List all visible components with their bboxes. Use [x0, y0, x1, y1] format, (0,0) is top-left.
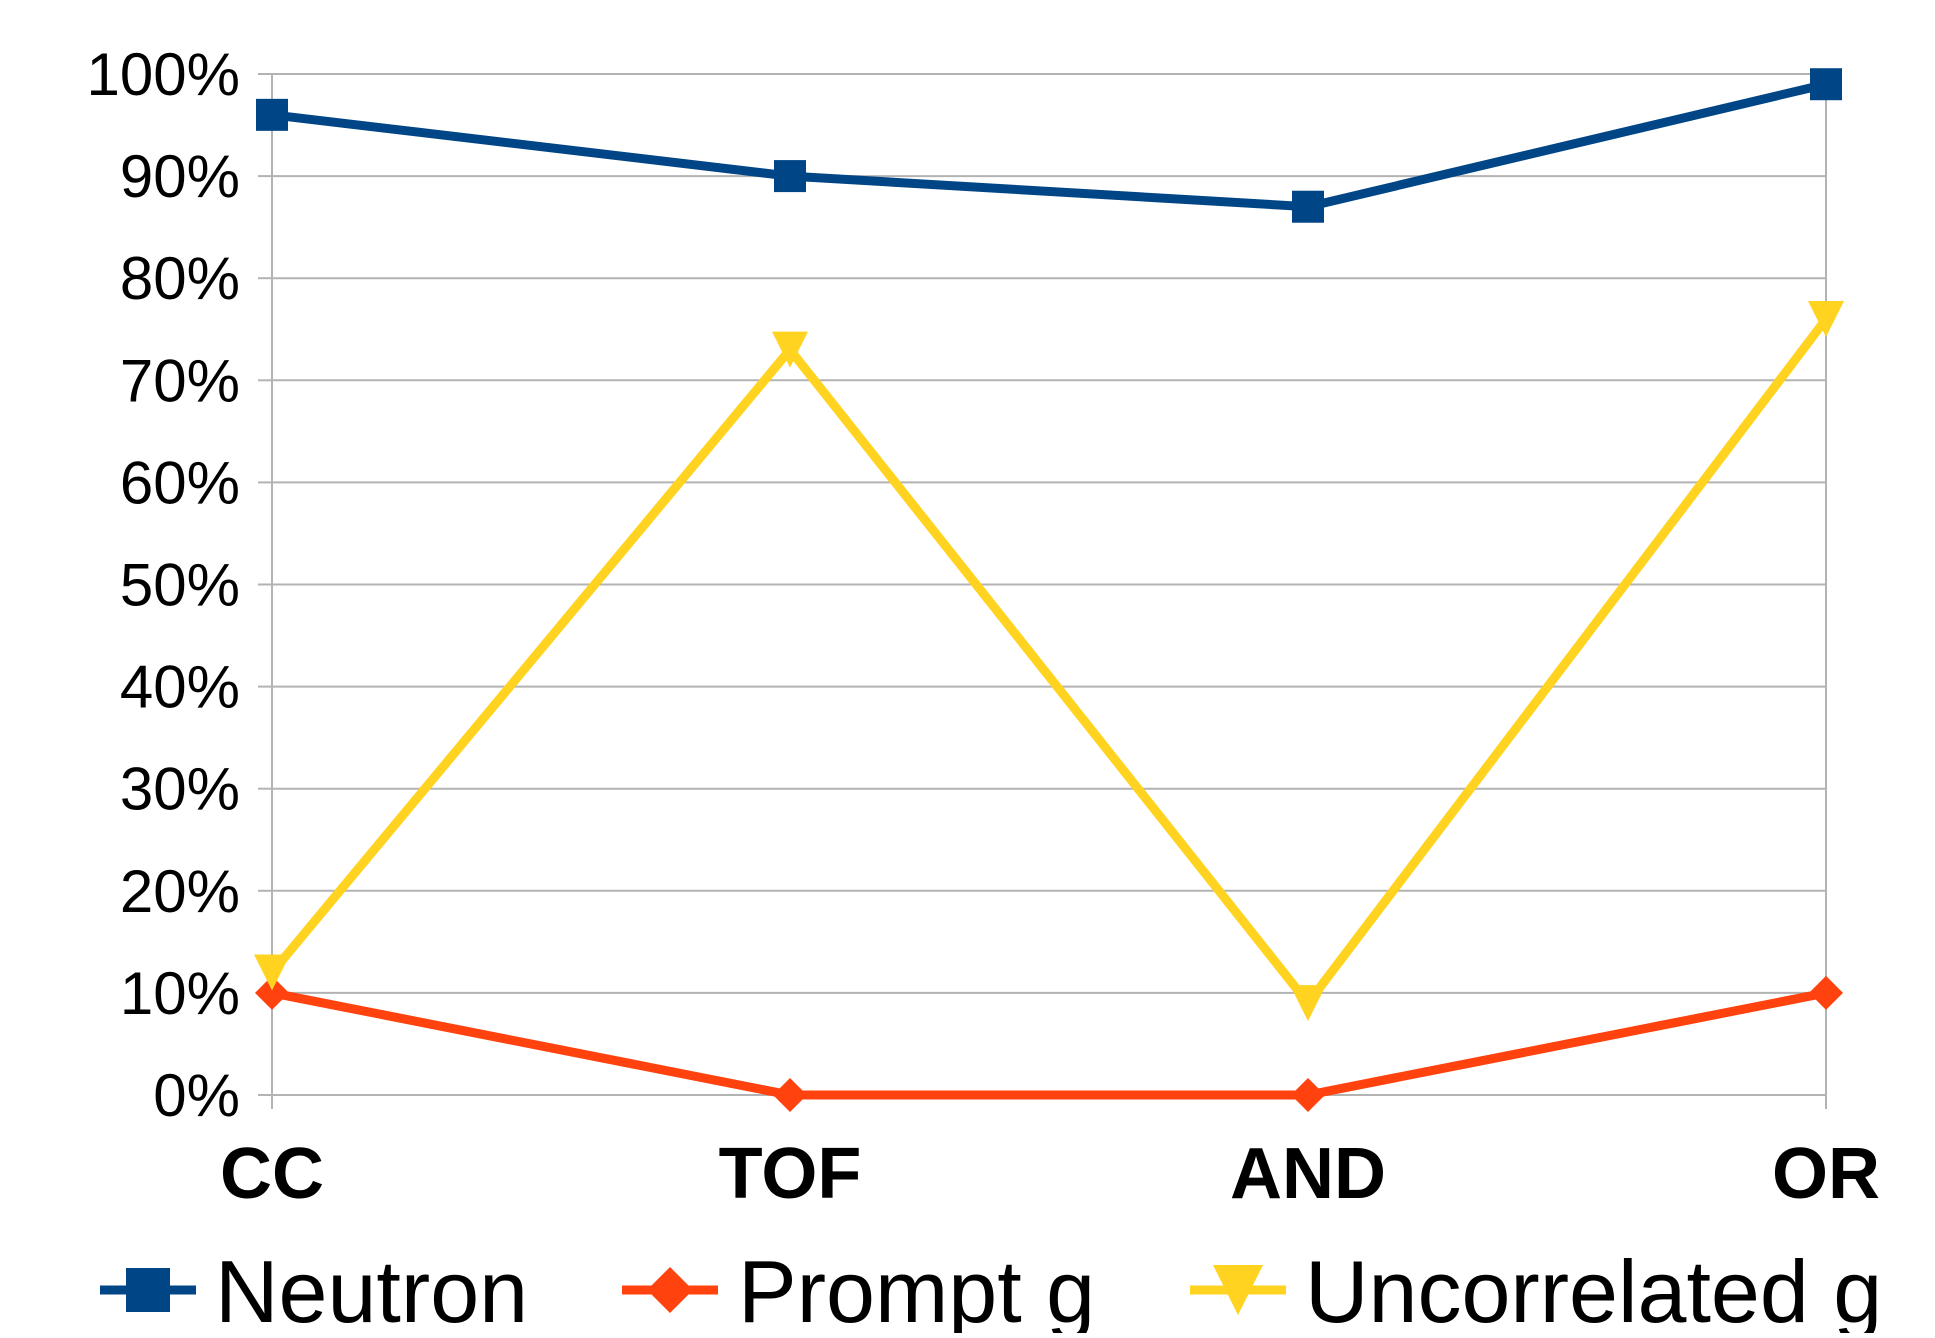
- series-lines: [268, 79, 1830, 1100]
- series-line-neutron: [271, 79, 1828, 212]
- legend-item-neutron: Neutron: [100, 1242, 528, 1338]
- y-tick-label: 30%: [120, 756, 240, 823]
- legend: Neutron Prompt g Uncorrelated g: [100, 1242, 1882, 1338]
- series-line-prompt-g: [271, 988, 1827, 1100]
- data-point-neutron: [1810, 68, 1842, 101]
- y-tick-label: 70%: [120, 347, 240, 414]
- legend-label: Neutron: [215, 1242, 528, 1333]
- y-tick-label: 90%: [120, 143, 240, 210]
- series-markers: [254, 68, 1844, 1112]
- legend-label: Prompt g: [738, 1242, 1095, 1333]
- data-point-neutron: [1292, 190, 1324, 223]
- data-point-neutron: [774, 160, 806, 193]
- legend-swatch-marker: [126, 1268, 170, 1312]
- y-tick-label: 80%: [120, 245, 240, 312]
- legend-label: Uncorrelated g: [1305, 1242, 1882, 1333]
- y-tick-label: 20%: [120, 858, 240, 925]
- series-line-uncorrelated-g: [268, 316, 1830, 1011]
- data-point-uncorrelated-g: [254, 954, 290, 991]
- data-point-uncorrelated-g: [772, 331, 808, 368]
- gridlines: [272, 73, 1827, 1109]
- legend-item-uncorrelated-g: Uncorrelated g: [1190, 1242, 1882, 1338]
- legend-item-prompt-g: Prompt g: [622, 1242, 1095, 1338]
- y-tick-label: 50%: [120, 552, 240, 619]
- data-point-neutron: [256, 98, 288, 131]
- x-axis-tick-labels: CC TOF AND OR: [220, 1134, 1880, 1214]
- x-tick-label: OR: [1772, 1134, 1880, 1214]
- x-tick-label: TOF: [719, 1134, 862, 1214]
- x-tick-label: CC: [220, 1134, 324, 1214]
- data-point-uncorrelated-g: [1808, 301, 1844, 338]
- y-axis-tick-labels: 0% 10% 20% 30% 40% 50% 60% 70% 80% 90% 100%: [87, 41, 240, 1129]
- data-point-prompt-g: [255, 975, 289, 1010]
- data-point-prompt-g: [1291, 1078, 1325, 1112]
- y-tick-label: 100%: [87, 41, 240, 108]
- y-tick-label: 10%: [120, 960, 240, 1027]
- legend-swatch-marker: [647, 1267, 693, 1313]
- y-tick-label: 0%: [153, 1062, 240, 1129]
- data-point-prompt-g: [1809, 975, 1843, 1010]
- x-tick-label: AND: [1230, 1134, 1386, 1214]
- axes: [258, 73, 1827, 1109]
- data-point-uncorrelated-g: [1290, 985, 1326, 1022]
- data-point-prompt-g: [773, 1078, 807, 1112]
- legend-swatch-marker: [1213, 1265, 1263, 1315]
- y-tick-label: 40%: [120, 654, 240, 721]
- y-tick-label: 60%: [120, 449, 240, 516]
